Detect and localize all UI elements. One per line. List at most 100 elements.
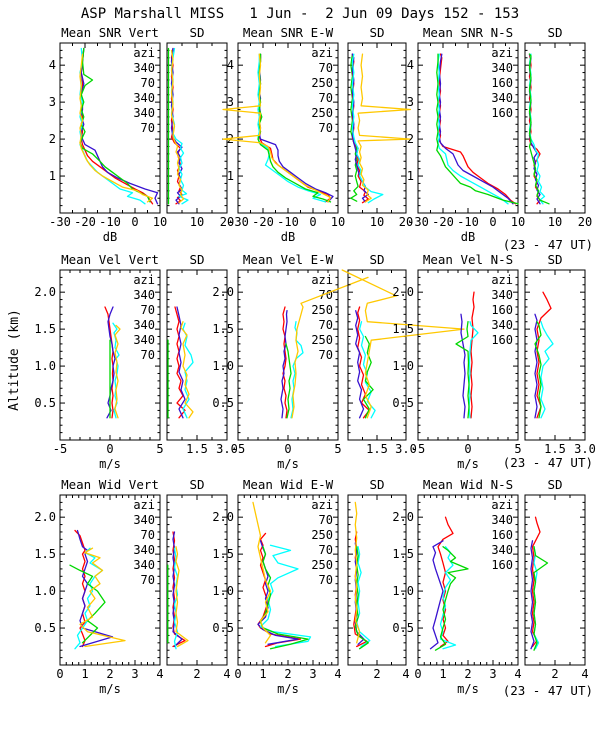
legend-entry-azi-70: 70: [141, 303, 155, 317]
x-tick-label: 0: [464, 442, 471, 456]
x-tick-label: 10: [370, 215, 384, 229]
series-azi-70-red: [357, 306, 370, 419]
x-tick-label: 0: [309, 215, 316, 229]
series-azi-70-yellow: [170, 49, 185, 204]
panel-title: SD: [547, 477, 562, 492]
x-tick-label: 5: [156, 442, 163, 456]
legend-entry-azi-340: 340: [491, 543, 513, 557]
legend-entry-azi-70: 70: [319, 121, 333, 135]
y-tick-label: 3: [227, 95, 234, 109]
y-tick-label: 4: [227, 58, 234, 72]
series-azi-70-yellow: [341, 269, 465, 419]
x-tick-label: 3: [309, 667, 316, 681]
y-tick-label: 2: [227, 132, 234, 146]
legend-entry-azi-340: 340: [491, 288, 513, 302]
time-range-label-row3: (23 - 47 UT): [502, 683, 593, 698]
legend-header: azi: [133, 498, 155, 512]
series-azi-70-blue: [170, 47, 183, 205]
series-azi-250-blue: [280, 310, 288, 419]
y-tick-label: 2.0: [34, 285, 56, 299]
x-tick-label: 20: [578, 215, 592, 229]
x-tick-label: -30: [49, 215, 71, 229]
x-tick-label: 4: [334, 667, 341, 681]
x-tick-label: 2: [551, 667, 558, 681]
series-azi-160-blue: [438, 53, 514, 205]
legend-entry-azi-340: 340: [491, 61, 513, 75]
x-tick-label: 10: [153, 215, 167, 229]
y-tick-label: 1.5: [392, 322, 414, 336]
legend-entry-azi-340: 340: [491, 318, 513, 332]
legend-entry-azi-70: 70: [319, 91, 333, 105]
panel-title: Mean SNR N-S: [423, 25, 513, 40]
panel-frame: [166, 42, 228, 214]
panel-title: Mean Vel N-S: [423, 252, 513, 267]
x-axis-label: m/s: [457, 682, 479, 696]
y-tick-label: 1.0: [34, 359, 56, 373]
series-azi-340-cyan: [173, 547, 179, 650]
y-tick-label: 1: [49, 169, 56, 183]
legend-header: azi: [491, 498, 513, 512]
panel-sd-wid-vert: 2 4 SD: [166, 477, 231, 681]
legend-entry-azi-340: 340: [491, 91, 513, 105]
legend-entry-azi-340: 340: [133, 543, 155, 557]
y-tick-label: 1.5: [212, 322, 234, 336]
legend-entry-azi-340: 340: [133, 558, 155, 572]
y-tick-label: 1.0: [392, 359, 414, 373]
series-azi-340-cyan: [74, 547, 104, 650]
y-tick-label: 2.0: [392, 285, 414, 299]
x-tick-label: -30: [407, 215, 429, 229]
series-azi-70-yellow: [252, 501, 272, 644]
series-azi-160-green: [434, 546, 469, 651]
series-azi-340-green: [79, 47, 151, 203]
panel-sd-vel-vert: 1.5 3.0 SD: [166, 252, 238, 456]
series-azi-250-blue: [355, 310, 365, 419]
x-tick-label: 3: [489, 667, 496, 681]
x-tick-label: -20: [74, 215, 96, 229]
legend-header: azi: [491, 46, 513, 60]
legend-entry-azi-70: 70: [141, 573, 155, 587]
series-azi-70-yellow: [79, 53, 154, 203]
x-tick-label: 3: [131, 667, 138, 681]
series-azi-70-red: [257, 532, 302, 648]
x-tick-label: 5: [514, 442, 521, 456]
y-tick-label: 2.0: [212, 510, 234, 524]
x-tick-label: -10: [99, 215, 121, 229]
series-azi-340-red: [437, 516, 454, 648]
x-tick-label: 20: [399, 215, 413, 229]
y-tick-label: 1.5: [34, 322, 56, 336]
panel-title: SD: [369, 477, 384, 492]
x-tick-label: 0: [284, 442, 291, 456]
series-azi-340-red: [104, 306, 114, 419]
panel-frame: [524, 42, 586, 214]
legend-header: azi: [311, 46, 333, 60]
legend-entry-azi-70: 70: [319, 348, 333, 362]
x-tick-label: 2: [106, 667, 113, 681]
series-azi-160-blue: [530, 540, 535, 650]
series-azi-70-yellow: [357, 53, 412, 203]
panel-frame: [524, 269, 586, 441]
series-azi-340-red: [174, 306, 186, 419]
y-tick-label: 1.0: [212, 584, 234, 598]
series-azi-250-green: [285, 343, 292, 419]
y-tick-label: 2.0: [34, 510, 56, 524]
series-azi-70-blue: [176, 306, 186, 419]
x-tick-label: -5: [231, 442, 245, 456]
x-tick-label: 1: [259, 667, 266, 681]
y-tick-label: 0.5: [392, 396, 414, 410]
x-axis-label: m/s: [277, 457, 299, 471]
time-range-label-row1: (23 - 47 UT): [502, 237, 593, 252]
x-tick-label: 0: [489, 215, 496, 229]
x-tick-label: -5: [411, 442, 425, 456]
x-tick-label: 1: [81, 667, 88, 681]
legend-entry-azi-250: 250: [311, 558, 333, 572]
y-tick-label: 3: [407, 95, 414, 109]
x-tick-label: -10: [277, 215, 299, 229]
x-axis-label: dB: [103, 230, 117, 244]
y-tick-label: 1.0: [34, 584, 56, 598]
x-tick-label: 4: [581, 667, 588, 681]
x-tick-label: 0: [56, 667, 63, 681]
x-tick-label: 10: [548, 215, 562, 229]
